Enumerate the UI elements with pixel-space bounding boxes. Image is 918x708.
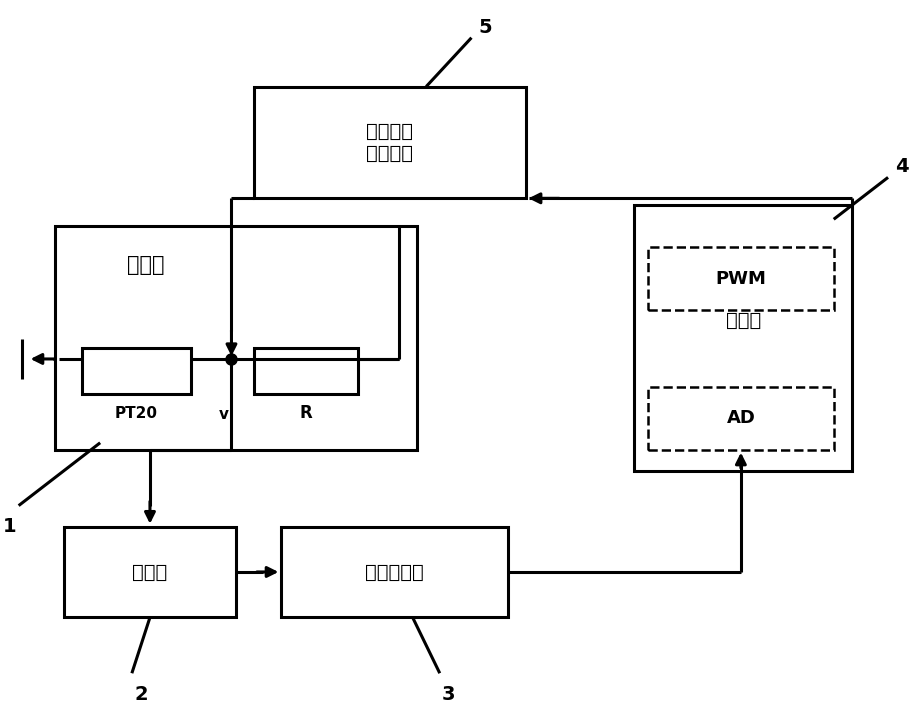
Text: PWM: PWM (715, 270, 767, 287)
Text: 1: 1 (3, 517, 17, 536)
Text: PT20: PT20 (115, 406, 158, 421)
Text: 电压可控
供电电路: 电压可控 供电电路 (366, 122, 413, 163)
Text: 2: 2 (134, 685, 148, 704)
Bar (82, 348, 191, 394)
Bar (254, 86, 526, 198)
Bar (634, 205, 852, 471)
Text: 放大器: 放大器 (132, 562, 168, 581)
Text: 4: 4 (895, 157, 909, 176)
Text: AD: AD (726, 409, 756, 428)
Text: R: R (300, 404, 312, 423)
Text: 5: 5 (478, 18, 492, 37)
Bar (55, 227, 417, 450)
Bar (648, 247, 834, 310)
Text: 3: 3 (442, 685, 455, 704)
Bar (281, 527, 508, 617)
Text: 单片机: 单片机 (725, 311, 761, 330)
Text: v: v (219, 407, 230, 423)
Bar (648, 387, 834, 450)
Text: 传感器: 传感器 (128, 255, 165, 275)
Bar (254, 348, 358, 394)
Bar (64, 527, 236, 617)
Text: 低通滤波器: 低通滤波器 (365, 562, 424, 581)
